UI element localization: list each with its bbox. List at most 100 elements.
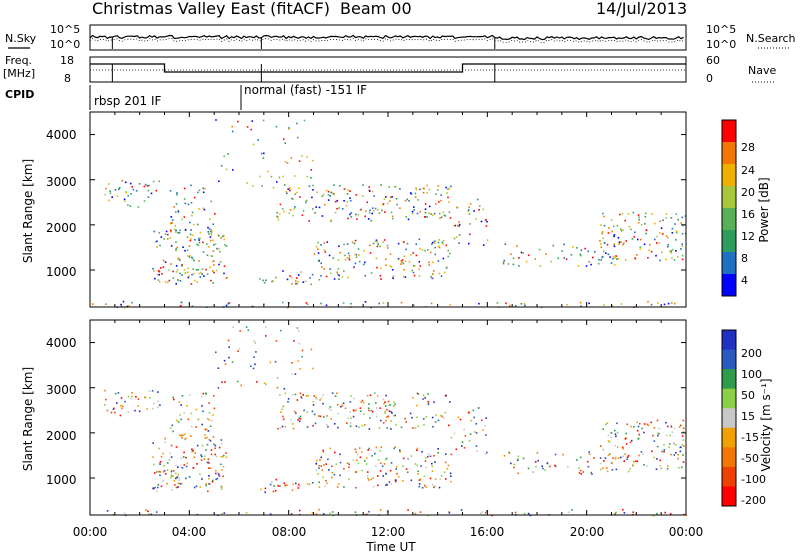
velocity-echo-cell bbox=[282, 405, 284, 407]
velocity-echo-cell bbox=[276, 377, 279, 379]
power-echo-cell bbox=[153, 230, 156, 233]
velocity-echo-cell bbox=[405, 421, 407, 423]
velocity-echo-cell bbox=[256, 381, 258, 383]
velocity-echo-cell bbox=[162, 480, 164, 482]
power-echo-cell bbox=[210, 255, 213, 257]
velocity-echo-cell bbox=[368, 447, 370, 450]
velocity-echo-cell bbox=[255, 351, 257, 353]
velocity-echo-cell bbox=[412, 427, 414, 429]
velocity-echo-cell bbox=[215, 478, 217, 481]
power-echo-cell bbox=[620, 241, 622, 243]
velocity-echo-cell bbox=[358, 447, 361, 449]
velocity-echo-cell bbox=[384, 458, 387, 461]
velocity-echo-cell bbox=[380, 462, 382, 464]
velocity-echo-cell bbox=[397, 476, 400, 478]
power-echo-cell bbox=[413, 274, 416, 277]
velocity-echo-cell bbox=[283, 482, 286, 484]
velocity-echo-cell bbox=[394, 446, 396, 448]
power-echo-cell bbox=[453, 224, 455, 227]
power-echo-cell bbox=[294, 206, 296, 208]
power-echo-cell bbox=[659, 220, 661, 223]
velocity-echo-cell bbox=[207, 430, 210, 432]
power-echo-cell bbox=[639, 246, 642, 248]
power-echo-cell bbox=[414, 192, 417, 195]
power-echo-cell bbox=[357, 248, 360, 250]
velocity-echo-cell bbox=[682, 419, 685, 422]
velocity-echo-cell bbox=[395, 424, 397, 426]
velocity-echo-cell bbox=[200, 459, 203, 461]
power-echo-cell bbox=[620, 303, 623, 305]
velocity-echo-cell bbox=[624, 438, 627, 440]
velocity-echo-cell bbox=[368, 409, 370, 412]
power-echo-cell bbox=[410, 193, 413, 195]
power-echo-cell bbox=[475, 218, 477, 220]
velocity-echo-cell bbox=[415, 404, 418, 407]
velocity-echo-cell bbox=[367, 449, 369, 451]
velocity-echo-cell bbox=[175, 486, 178, 489]
power-echo-cell bbox=[384, 211, 386, 213]
power-echo-cell bbox=[415, 187, 417, 189]
velocity-echo-cell bbox=[635, 460, 637, 462]
power-echo-cell bbox=[158, 270, 161, 273]
velocity-echo-cell bbox=[385, 473, 387, 475]
power-echo-cell bbox=[389, 253, 392, 255]
velocity-echo-cell bbox=[217, 367, 220, 369]
power-echo-cell bbox=[661, 251, 663, 253]
velocity-echo-cell bbox=[200, 455, 203, 458]
velocity-echo-cell bbox=[201, 405, 203, 407]
velocity-echo-cell bbox=[385, 419, 387, 422]
velocity-echo-cell bbox=[204, 437, 207, 439]
power-echo-cell bbox=[170, 216, 173, 218]
velocity-echo-cell bbox=[265, 383, 267, 386]
velocity-echo-cell bbox=[292, 427, 295, 430]
power-echo-cell bbox=[455, 236, 458, 238]
velocity-echo-cell bbox=[417, 393, 419, 395]
power-echo-cell bbox=[437, 245, 440, 248]
velocity-echo-cell bbox=[625, 437, 627, 439]
power-echo-cell bbox=[371, 190, 374, 193]
power-echo-cell bbox=[338, 184, 341, 187]
power-echo-cell bbox=[315, 206, 317, 208]
velocity-echo-cell bbox=[390, 462, 393, 464]
power-echo-cell bbox=[392, 277, 394, 279]
power-echo-cell bbox=[435, 203, 437, 205]
power-echo-cell bbox=[580, 305, 582, 307]
power-colorbar-swatch bbox=[722, 120, 736, 143]
velocity-echo-cell bbox=[663, 449, 666, 451]
power-echo-cell bbox=[413, 209, 415, 211]
power-echo-cell bbox=[209, 239, 212, 242]
velocity-echo-cell bbox=[311, 512, 314, 514]
velocity-echo-cell bbox=[346, 422, 348, 424]
velocity-echo-cell bbox=[196, 444, 199, 447]
power-echo-cell bbox=[275, 276, 277, 279]
power-echo-cell bbox=[630, 228, 632, 231]
power-echo-cell bbox=[621, 212, 624, 215]
velocity-echo-cell bbox=[434, 461, 436, 463]
power-echo-cell bbox=[468, 213, 471, 215]
power-echo-cell bbox=[289, 187, 292, 190]
power-echo-cell bbox=[430, 213, 432, 215]
power-echo-cell bbox=[156, 273, 159, 276]
velocity-echo-cell bbox=[290, 513, 293, 515]
velocity-echo-cell bbox=[503, 455, 506, 457]
velocity-echo-cell bbox=[171, 424, 174, 427]
velocity-cbar-tick-100: 100 bbox=[741, 368, 762, 381]
velocity-echo-cell bbox=[158, 462, 161, 464]
velocity-echo-cell bbox=[336, 404, 339, 406]
power-echo-cell bbox=[286, 192, 288, 195]
nsearch-line bbox=[89, 37, 684, 43]
velocity-echo-cell bbox=[673, 427, 676, 430]
power-echo-cell bbox=[649, 244, 651, 246]
velocity-echo-cell bbox=[340, 406, 342, 408]
power-echo-cell bbox=[432, 273, 434, 276]
power-echo-cell bbox=[638, 216, 640, 219]
power-echo-cell bbox=[379, 245, 381, 248]
power-echo-cell bbox=[651, 213, 653, 215]
velocity-echo-cell bbox=[438, 486, 441, 489]
velocity-echo-cell bbox=[605, 423, 607, 426]
velocity-echo-cell bbox=[154, 486, 156, 489]
velocity-echo-cell bbox=[172, 475, 174, 477]
xtick-0400: 04:00 bbox=[172, 525, 207, 539]
power-echo-cell bbox=[198, 189, 201, 192]
